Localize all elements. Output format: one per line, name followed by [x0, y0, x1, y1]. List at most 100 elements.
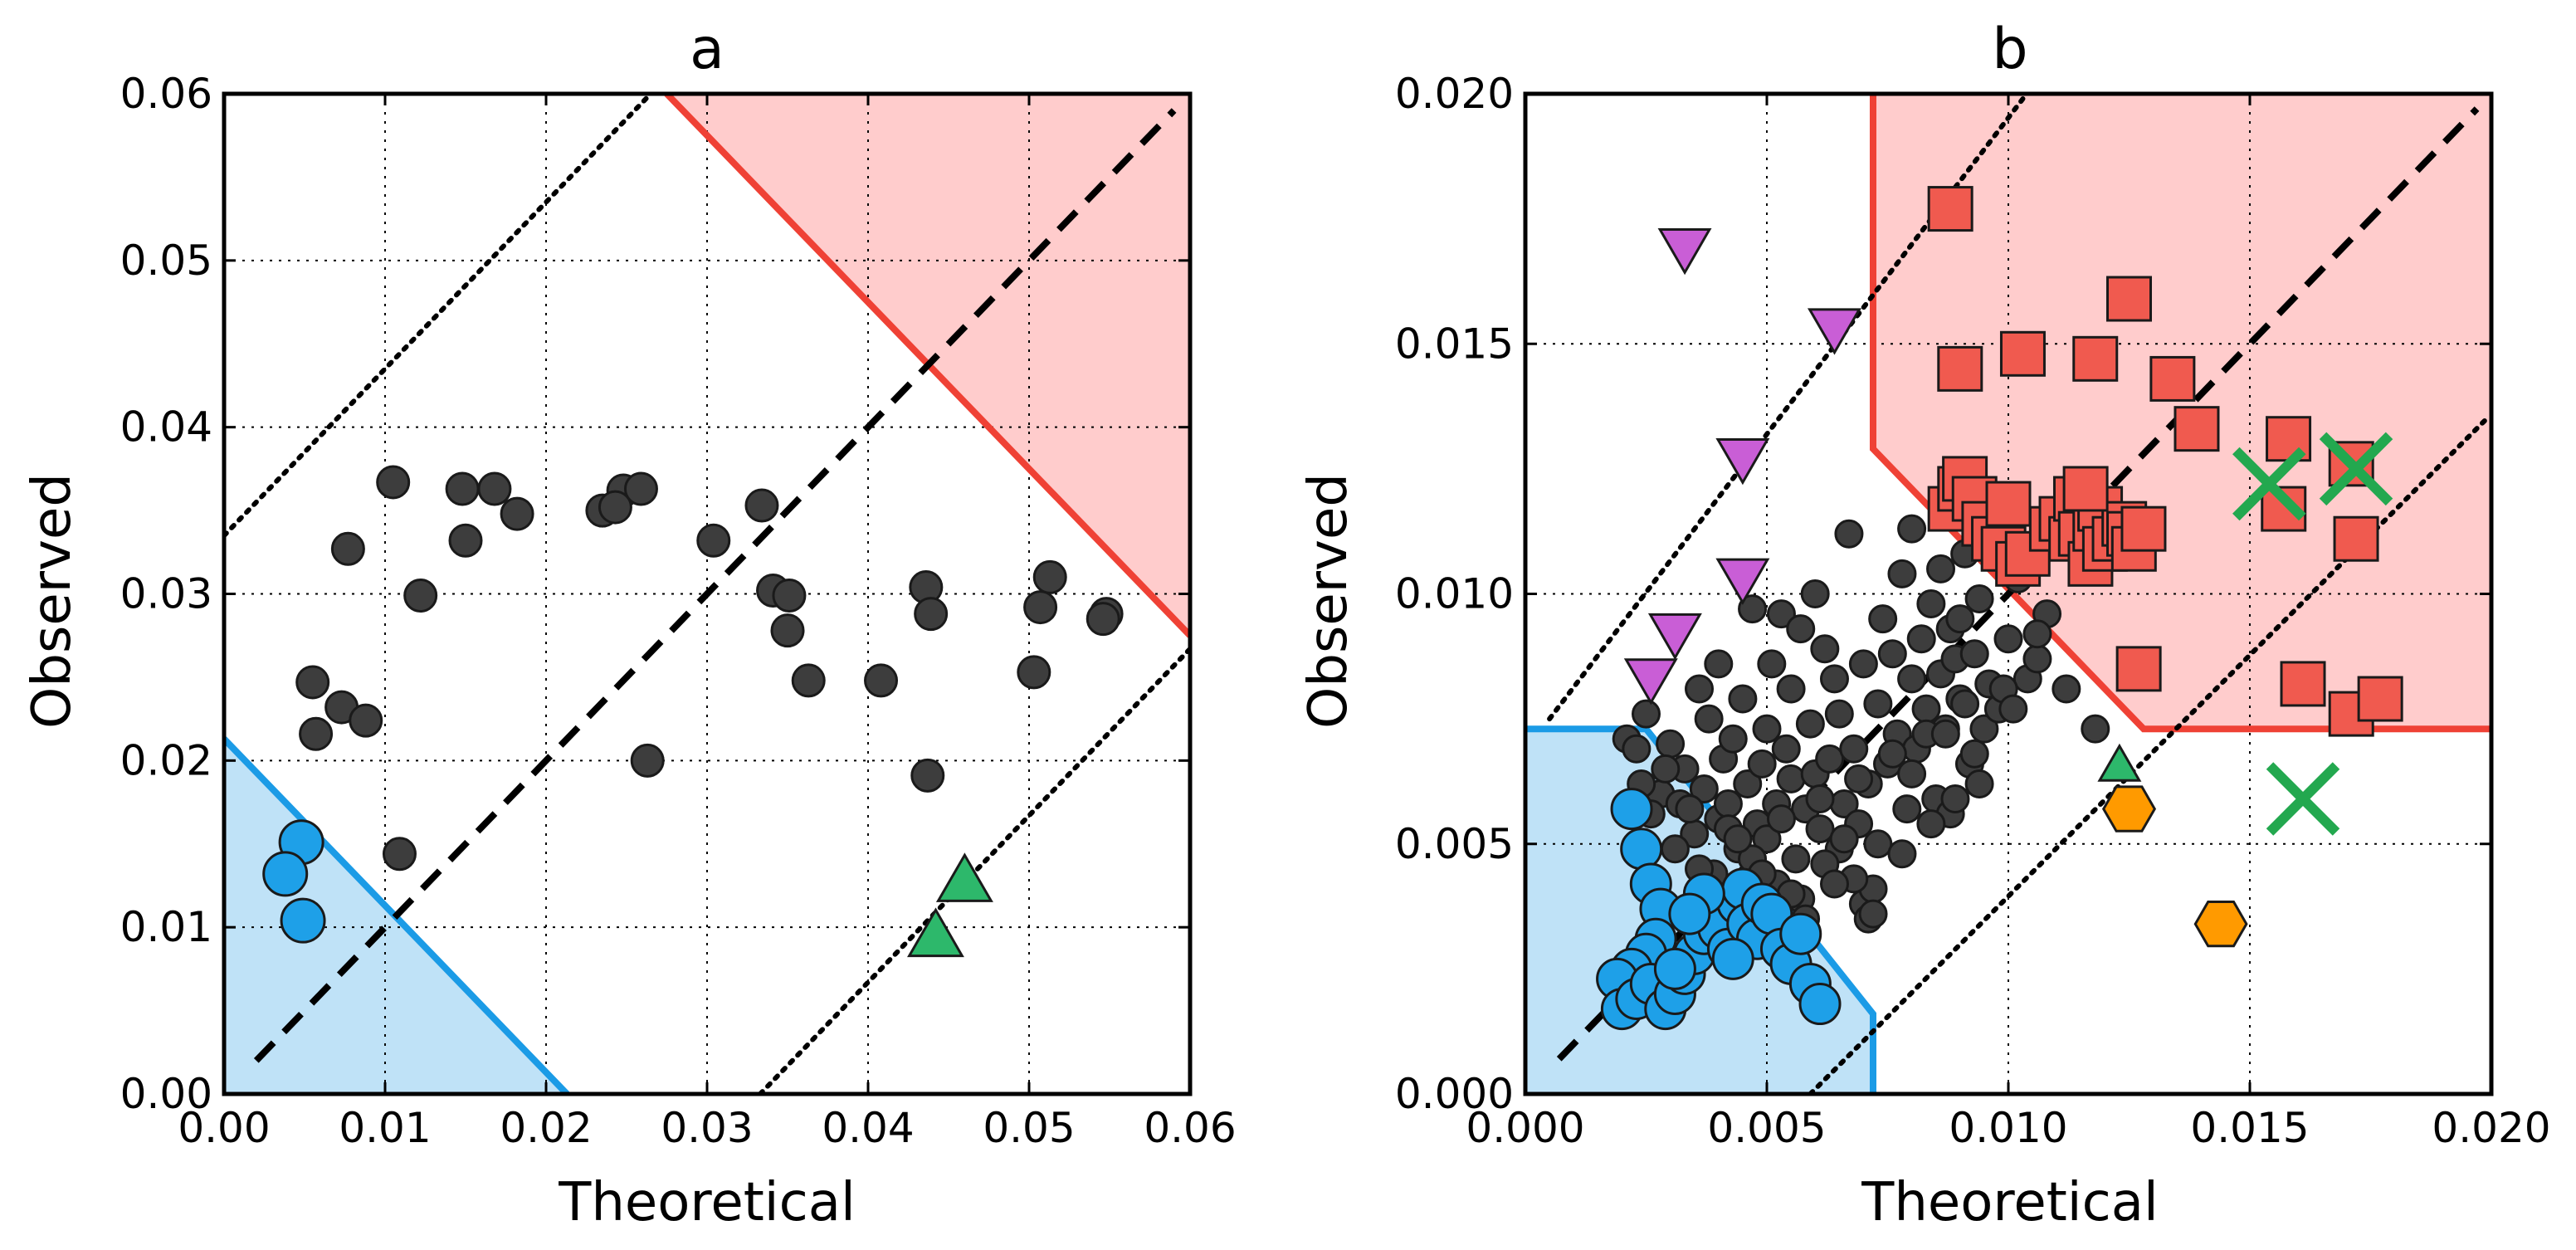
x-axis-label: Theoretical: [558, 1172, 856, 1233]
data-point: [2097, 743, 2142, 782]
data-point: [1610, 788, 1653, 831]
data-point: [1964, 584, 1994, 614]
data-point: [1805, 814, 1835, 844]
x-tick-label: 0.020: [2432, 1104, 2550, 1152]
data-point: [1786, 614, 1816, 644]
series-high: [1927, 186, 2403, 737]
data-point: [1704, 649, 1734, 679]
chart-panel-b: b Theoretical Observed 0.000 0.005 0.010 0.…: [1298, 17, 2551, 1233]
data-point: [1715, 558, 1770, 605]
data-point: [910, 758, 945, 793]
y-tick-label: 0.03: [120, 570, 212, 618]
data-point: [1718, 724, 1748, 754]
data-point: [1819, 664, 1849, 694]
bound-line: [224, 94, 654, 539]
data-point: [1622, 734, 1651, 764]
data-point: [2052, 674, 2081, 704]
data-point: [1660, 834, 1690, 864]
data-point: [1675, 794, 1705, 824]
data-point: [1689, 774, 1719, 803]
x-axis-label: Theoretical: [1861, 1172, 2159, 1233]
data-point: [1868, 604, 1898, 634]
data-point: [1713, 789, 1743, 819]
data-point: [1969, 714, 1999, 744]
data-point: [1685, 674, 1715, 704]
data-point: [1728, 684, 1758, 714]
data-point: [1800, 579, 1830, 608]
y-axis-label: Observed: [1298, 473, 1359, 729]
data-point: [280, 897, 326, 944]
series-green: [907, 852, 993, 958]
data-point: [448, 523, 483, 558]
data-point: [1829, 824, 1859, 854]
series-green: [2232, 432, 2393, 836]
data-point: [1877, 739, 1907, 769]
data-point: [2120, 505, 2167, 552]
data-point: [1999, 330, 2046, 377]
data-point-stroke: [2232, 447, 2306, 521]
data-point: [382, 837, 417, 872]
data-point: [2266, 762, 2340, 836]
data-point: [696, 523, 731, 558]
data-point: [1632, 699, 1661, 729]
x-tick-label: 0.010: [1949, 1104, 2067, 1152]
data-point: [2062, 466, 2109, 512]
data-point: [598, 490, 632, 525]
data-point: [770, 613, 805, 648]
data-point: [1752, 824, 1782, 854]
data-point: [1892, 794, 1922, 824]
x-tick-label: 0.06: [1144, 1104, 1236, 1152]
data-point: [1757, 649, 1787, 679]
data-point: [935, 852, 993, 902]
y-tick-label: 0.00: [120, 1070, 212, 1118]
data-point: [2357, 676, 2403, 722]
chart-title: a: [690, 17, 724, 82]
series-orange: [2101, 785, 2248, 948]
data-point: [864, 663, 899, 698]
data-point: [1950, 689, 1980, 719]
data-point: [2174, 406, 2220, 452]
data-point: [1930, 719, 1960, 749]
data-point: [1906, 624, 1936, 654]
data-point: [1985, 481, 2032, 527]
data-point: [1810, 634, 1840, 664]
y-tick-label: 0.04: [120, 403, 212, 452]
data-point: [1959, 639, 1989, 669]
data-point: [1032, 559, 1067, 594]
x-tick-label: 0.015: [2190, 1104, 2309, 1152]
data-point: [1863, 829, 1893, 859]
data-point: [2101, 785, 2157, 833]
data-point: [1844, 764, 1874, 793]
series-low: [1596, 788, 1842, 1031]
data-point: [1023, 590, 1058, 625]
y-tick-label: 0.02: [120, 736, 212, 784]
data-point: [1807, 308, 1862, 355]
data-point: [1834, 519, 1864, 549]
data-point: [1940, 784, 1970, 814]
data-point: [403, 579, 438, 613]
data-point: [1668, 892, 1711, 935]
data-point: [1733, 769, 1763, 798]
data-point: [1945, 604, 1975, 634]
data-point: [1926, 554, 1956, 583]
y-tick-label: 0.01: [120, 903, 212, 951]
x-tick-label: 0.03: [661, 1104, 753, 1152]
data-point: [376, 465, 411, 500]
data-point: [1887, 559, 1917, 588]
data-point: [299, 716, 334, 751]
data-point: [1715, 438, 1770, 486]
data-point: [1911, 694, 1941, 724]
data-point: [1620, 828, 1663, 871]
series-low: [262, 819, 326, 944]
y-tick-label: 0.06: [120, 70, 212, 118]
plot-content: [224, 94, 1190, 1094]
data-point: [1805, 784, 1835, 814]
data-point-stroke: [2319, 432, 2393, 506]
data-point: [1752, 714, 1782, 744]
data-point: [1916, 589, 1946, 619]
x-tick-label: 0.04: [822, 1104, 914, 1152]
data-point: [1863, 689, 1893, 719]
series-neutral: [295, 465, 1124, 872]
data-point: [1795, 709, 1825, 739]
